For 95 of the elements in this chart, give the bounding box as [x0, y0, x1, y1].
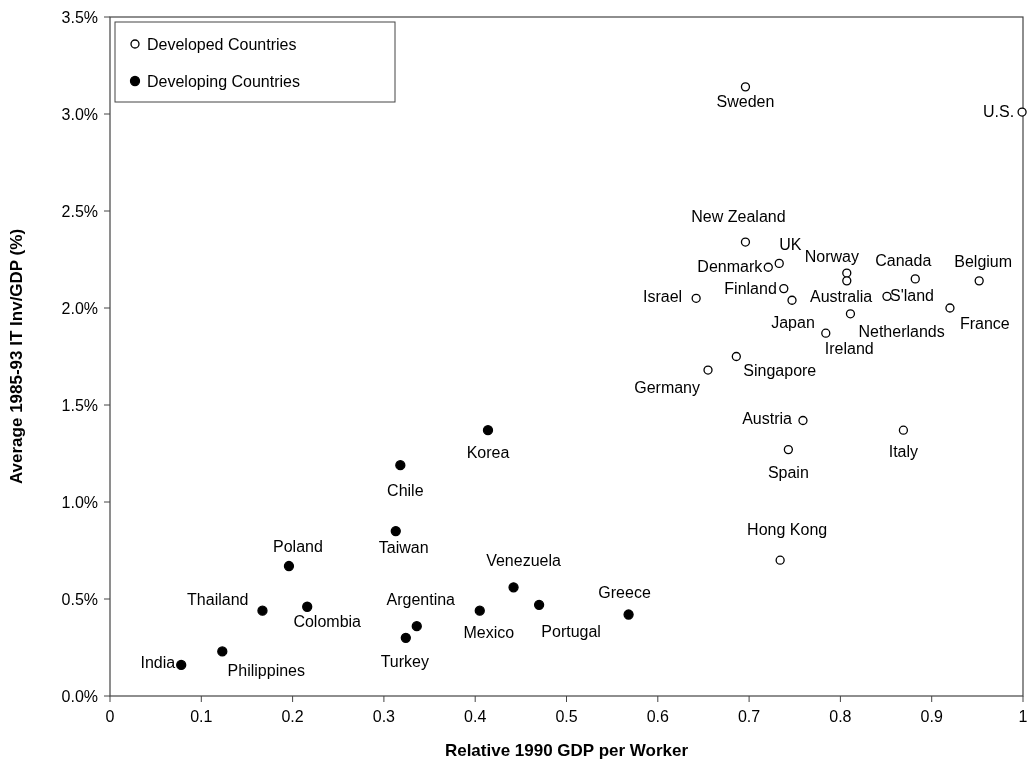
point — [411, 621, 422, 632]
annotation: France — [959, 315, 1010, 332]
point — [775, 555, 785, 565]
point — [779, 283, 789, 294]
annotation: Colombia — [293, 612, 362, 630]
x-tick-label: 0.2 — [281, 708, 304, 725]
point — [703, 365, 713, 375]
point — [910, 274, 920, 284]
x-tick-label: 0.9 — [920, 708, 943, 725]
point — [842, 276, 852, 286]
annotation: Thailand — [187, 590, 249, 608]
annotation: Denmark — [697, 258, 764, 276]
y-tick-label: 0.5% — [61, 591, 98, 608]
annotation: Korea — [466, 444, 510, 462]
legend-label: Developed Countries — [147, 36, 297, 53]
annotation: Venezuela — [486, 552, 562, 570]
annotation: Chile — [387, 482, 424, 500]
x-tick-label: 0.5 — [555, 708, 578, 725]
point — [731, 351, 741, 362]
point — [390, 525, 401, 537]
x-tick-label: 1 — [1018, 708, 1028, 725]
x-tick-label: 0.6 — [646, 708, 670, 725]
annotation: Portugal — [541, 622, 601, 640]
point — [533, 599, 545, 610]
point — [882, 291, 892, 301]
point — [783, 444, 794, 455]
y-tick-label: 1.5% — [61, 397, 98, 414]
point — [763, 262, 773, 272]
x-axis-title: Relative 1990 GDP per Worker — [444, 741, 689, 760]
point — [845, 309, 856, 319]
annotation: UK — [779, 236, 802, 254]
annotation: Austria — [742, 409, 793, 427]
annotation: Taiwan — [378, 539, 429, 557]
y-tick-label: 0.0% — [61, 688, 98, 705]
annotation: Turkey — [380, 652, 429, 670]
point — [740, 237, 751, 247]
point — [787, 295, 797, 305]
point — [474, 605, 485, 616]
y-tick-label: 3.5% — [61, 9, 98, 26]
annotation: Poland — [273, 538, 323, 556]
point — [283, 560, 295, 572]
point — [302, 601, 313, 612]
point — [691, 293, 701, 303]
annotation: U.S. — [982, 103, 1015, 121]
x-tick-label: 0.8 — [829, 708, 852, 725]
annotation: Japan — [771, 314, 815, 332]
annotation: India — [140, 653, 176, 671]
x-tick-label: 0.4 — [464, 708, 487, 725]
x-tick-label: 0.7 — [737, 708, 761, 725]
y-tick-label: 2.0% — [61, 300, 98, 317]
annotation: Belgium — [954, 252, 1013, 270]
annotation: Israel — [643, 288, 683, 306]
point — [798, 415, 808, 426]
y-tick-label: 2.5% — [61, 203, 98, 220]
annotation: Argentina — [386, 591, 456, 609]
point — [395, 460, 406, 471]
point — [740, 82, 751, 92]
legend-label: Developing Countries — [147, 73, 300, 90]
annotation: Finland — [724, 279, 777, 297]
point — [257, 605, 268, 616]
point — [821, 328, 831, 338]
annotation: Philippines — [227, 662, 305, 680]
y-axis-title: Average 1985-93 IT Inv/GDP (%) — [7, 228, 26, 485]
point — [898, 425, 909, 435]
point — [176, 659, 187, 671]
point — [217, 646, 228, 657]
point — [945, 303, 955, 313]
point — [774, 258, 784, 269]
x-tick-label: 0.1 — [190, 708, 213, 725]
annotation: Ireland — [824, 340, 874, 358]
annotation: Germany — [634, 379, 701, 397]
point — [1017, 107, 1027, 117]
point — [400, 632, 411, 643]
x-tick-label: 0 — [105, 708, 115, 725]
annotation: Greece — [598, 583, 651, 601]
annotation: Hong Kong — [747, 521, 828, 539]
y-tick-label: 1.0% — [61, 494, 98, 511]
annotation: Canada — [875, 251, 932, 269]
annotation: Sweden — [716, 92, 775, 110]
annotation: Singapore — [743, 361, 817, 379]
point — [842, 268, 852, 278]
annotation: Spain — [767, 463, 809, 481]
y-tick-label: 3.0% — [61, 106, 98, 123]
annotation: New Zealand — [691, 208, 786, 226]
point — [974, 276, 984, 286]
annotation: Mexico — [463, 623, 515, 641]
annotation: Norway — [804, 248, 860, 266]
annotation: Netherlands — [858, 322, 945, 340]
annotation: S'land — [889, 287, 934, 305]
point — [482, 425, 494, 436]
annotation: Italy — [888, 443, 919, 461]
x-tick-label: 0.3 — [372, 708, 396, 725]
annotation: Australia — [810, 288, 873, 306]
point — [508, 582, 519, 593]
point — [623, 609, 634, 620]
